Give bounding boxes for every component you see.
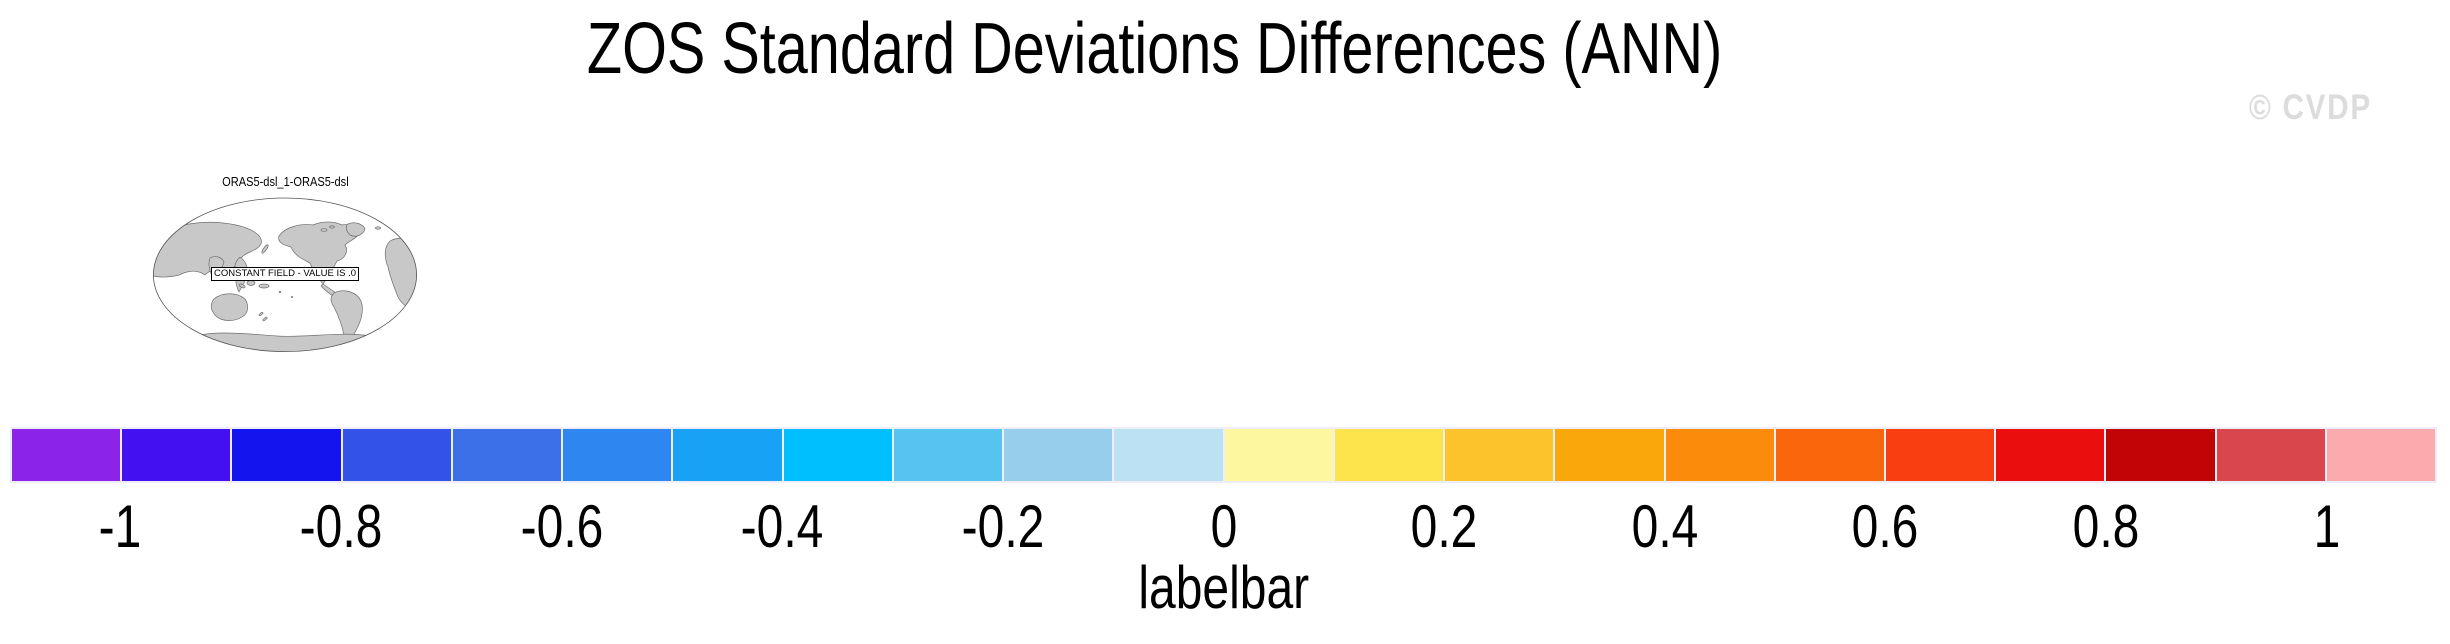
island-new-zealand-s (262, 316, 268, 322)
colorbar-tick-label: -0.4 (740, 493, 824, 560)
island-new-zealand-n (258, 311, 264, 317)
island-new-guinea (258, 283, 270, 289)
colorbar-tick-label: -0.6 (520, 493, 603, 560)
colorbar (10, 427, 2437, 483)
page-title: ZOS Standard Deviations Differences (ANN… (0, 9, 2310, 89)
island-borneo (246, 280, 256, 286)
colorbar-box (1885, 429, 1995, 481)
island-britain (396, 231, 402, 235)
landmass-australia (210, 293, 249, 321)
colorbar-label: labelbar (0, 558, 2447, 618)
colorbar-box (2106, 429, 2215, 481)
colorbar-box (563, 429, 672, 481)
constant-field-note: CONSTANT FIELD - VALUE IS .0 (210, 267, 360, 281)
colorbar-box (783, 429, 892, 481)
colorbar-box (1445, 429, 1554, 481)
colorbar-tick-label: 1 (2313, 493, 2341, 560)
island-sumatra (238, 283, 246, 289)
colorbar-box (2326, 429, 2436, 481)
colorbar-ticks: -1 -0.8 -0.6 -0.4 -0.2 0 0.2 0.4 0.6 0.8 1 (10, 497, 2437, 559)
island-iceland (375, 226, 381, 230)
colorbar-box (452, 429, 562, 481)
globe-outline (152, 197, 418, 353)
colorbar-box (122, 429, 231, 481)
colorbar-box (2216, 429, 2325, 481)
colorbar-box (1114, 429, 1223, 481)
colorbar-tick-label: 0.6 (1852, 493, 1919, 560)
island-arctic-1 (320, 228, 328, 232)
colorbar-box (1334, 429, 1444, 481)
landmass-north-america (278, 221, 361, 285)
colorbar-box (12, 429, 121, 481)
colorbar-box (1004, 429, 1113, 481)
island-pacific-1 (278, 290, 282, 294)
colorbar-tick-label: 0.8 (2072, 493, 2140, 560)
colorbar-label-text: labelbar (1138, 554, 1309, 621)
map-panel-title-text: ORAS5-dsl_1-ORAS5-dsl (221, 174, 349, 189)
colorbar-box (232, 429, 341, 481)
landmass-greenland (345, 222, 366, 237)
cvdp-watermark-text: © CVDP (2248, 88, 2372, 127)
island-pacific-2 (290, 295, 294, 299)
cvdp-watermark: © CVDP (2238, 88, 2418, 128)
colorbar-box (893, 429, 1003, 481)
colorbar-tick-label: -1 (98, 493, 142, 560)
colorbar-tick-label: -0.8 (299, 493, 383, 560)
colorbar-box (1224, 429, 1333, 481)
colorbar-tick-label: 0 (1210, 493, 1237, 560)
colorbar-box (1996, 429, 2105, 481)
colorbar-box (1775, 429, 1884, 481)
map-panel-title: ORAS5-dsl_1-ORAS5-dsl (152, 175, 418, 188)
page-title-text: ZOS Standard Deviations Differences (ANN… (587, 9, 1723, 89)
colorbar-box (342, 429, 451, 481)
island-japan (261, 244, 269, 254)
colorbar-tick-label: -0.2 (961, 493, 1045, 560)
island-arctic-2 (329, 225, 335, 229)
colorbar-box (673, 429, 782, 481)
colorbar-tick-label: 0.4 (1631, 493, 1699, 560)
colorbar-box (1555, 429, 1664, 481)
colorbar-box (1665, 429, 1774, 481)
colorbar-tick-label: 0.2 (1410, 493, 1478, 560)
landmass-antarctica (181, 332, 385, 352)
